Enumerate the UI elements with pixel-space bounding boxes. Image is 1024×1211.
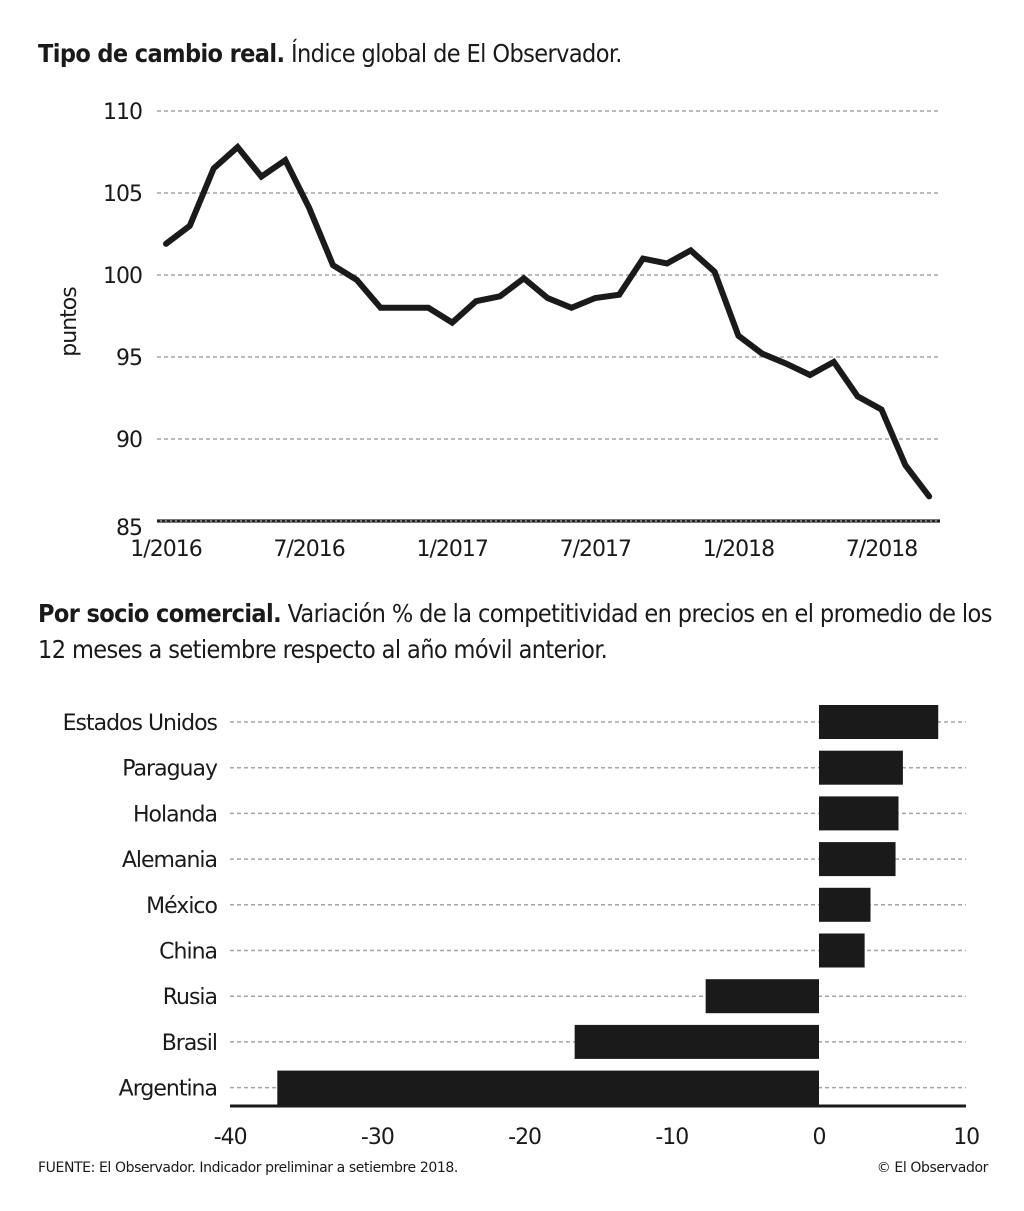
y-tick-label: 105 — [103, 182, 142, 207]
category-label: México — [146, 894, 217, 919]
line-chart: 110 105 100 95 90 85 puntos 1/2016 7/2016 1/2017 7… — [57, 100, 940, 562]
copyright-note: © El Observador — [876, 1160, 989, 1176]
bar-chart: Estados Unidos Paraguay Holanda Alemania Méx… — [63, 705, 980, 1150]
y-tick-label: 85 — [116, 516, 142, 541]
y-tick-label: 100 — [103, 264, 142, 289]
bar — [819, 842, 896, 877]
bar-chart-title: Por socio comercial. Variación % de la c… — [38, 596, 998, 668]
y-tick-label: 90 — [116, 428, 142, 453]
x-tick-label: 7/2018 — [846, 537, 917, 562]
category-label: Holanda — [133, 802, 217, 827]
category-label: Argentina — [119, 1077, 217, 1102]
bar-chart-title-rest: Variación % de la competitividad en prec… — [38, 599, 992, 664]
x-tick-label: -40 — [214, 1125, 247, 1150]
category-label: Estados Unidos — [63, 711, 218, 736]
category-label: Paraguay — [122, 757, 218, 782]
bar — [277, 1070, 820, 1105]
line-chart-title-bold: Tipo de cambio real. — [38, 39, 285, 68]
x-tick-label: -20 — [508, 1125, 541, 1150]
y-axis-label: puntos — [57, 287, 82, 357]
bar — [574, 1024, 819, 1059]
y-tick-label: 95 — [116, 346, 142, 371]
bar — [705, 979, 819, 1014]
x-tick-label: 10 — [953, 1125, 979, 1150]
y-tick-label: 110 — [103, 100, 142, 125]
x-tick-label: -30 — [361, 1125, 394, 1150]
category-label: Alemania — [122, 848, 217, 873]
bar — [819, 933, 865, 968]
bar — [819, 750, 903, 785]
x-tick-label: 1/2018 — [703, 537, 774, 562]
x-tick-label: 0 — [813, 1125, 826, 1150]
bar — [819, 705, 939, 739]
category-label: China — [159, 940, 217, 965]
x-tick-label: 7/2017 — [560, 537, 631, 562]
x-tick-label: -10 — [655, 1125, 688, 1150]
line-chart-title-rest: Índice global de El Observador. — [290, 39, 622, 68]
bar-chart-title-bold: Por socio comercial. — [38, 599, 282, 628]
bar — [819, 796, 899, 831]
category-label: Brasil — [162, 1031, 217, 1056]
line-chart-title: Tipo de cambio real. Índice global de El… — [38, 36, 622, 72]
source-note: FUENTE: El Observador. Indicador prelimi… — [38, 1160, 458, 1176]
bar — [819, 887, 871, 922]
line-series-0 — [163, 142, 933, 500]
x-tick-label: 1/2016 — [130, 537, 201, 562]
x-tick-label: 1/2017 — [416, 537, 487, 562]
x-tick-label: 7/2016 — [273, 537, 344, 562]
category-label: Rusia — [163, 985, 217, 1010]
